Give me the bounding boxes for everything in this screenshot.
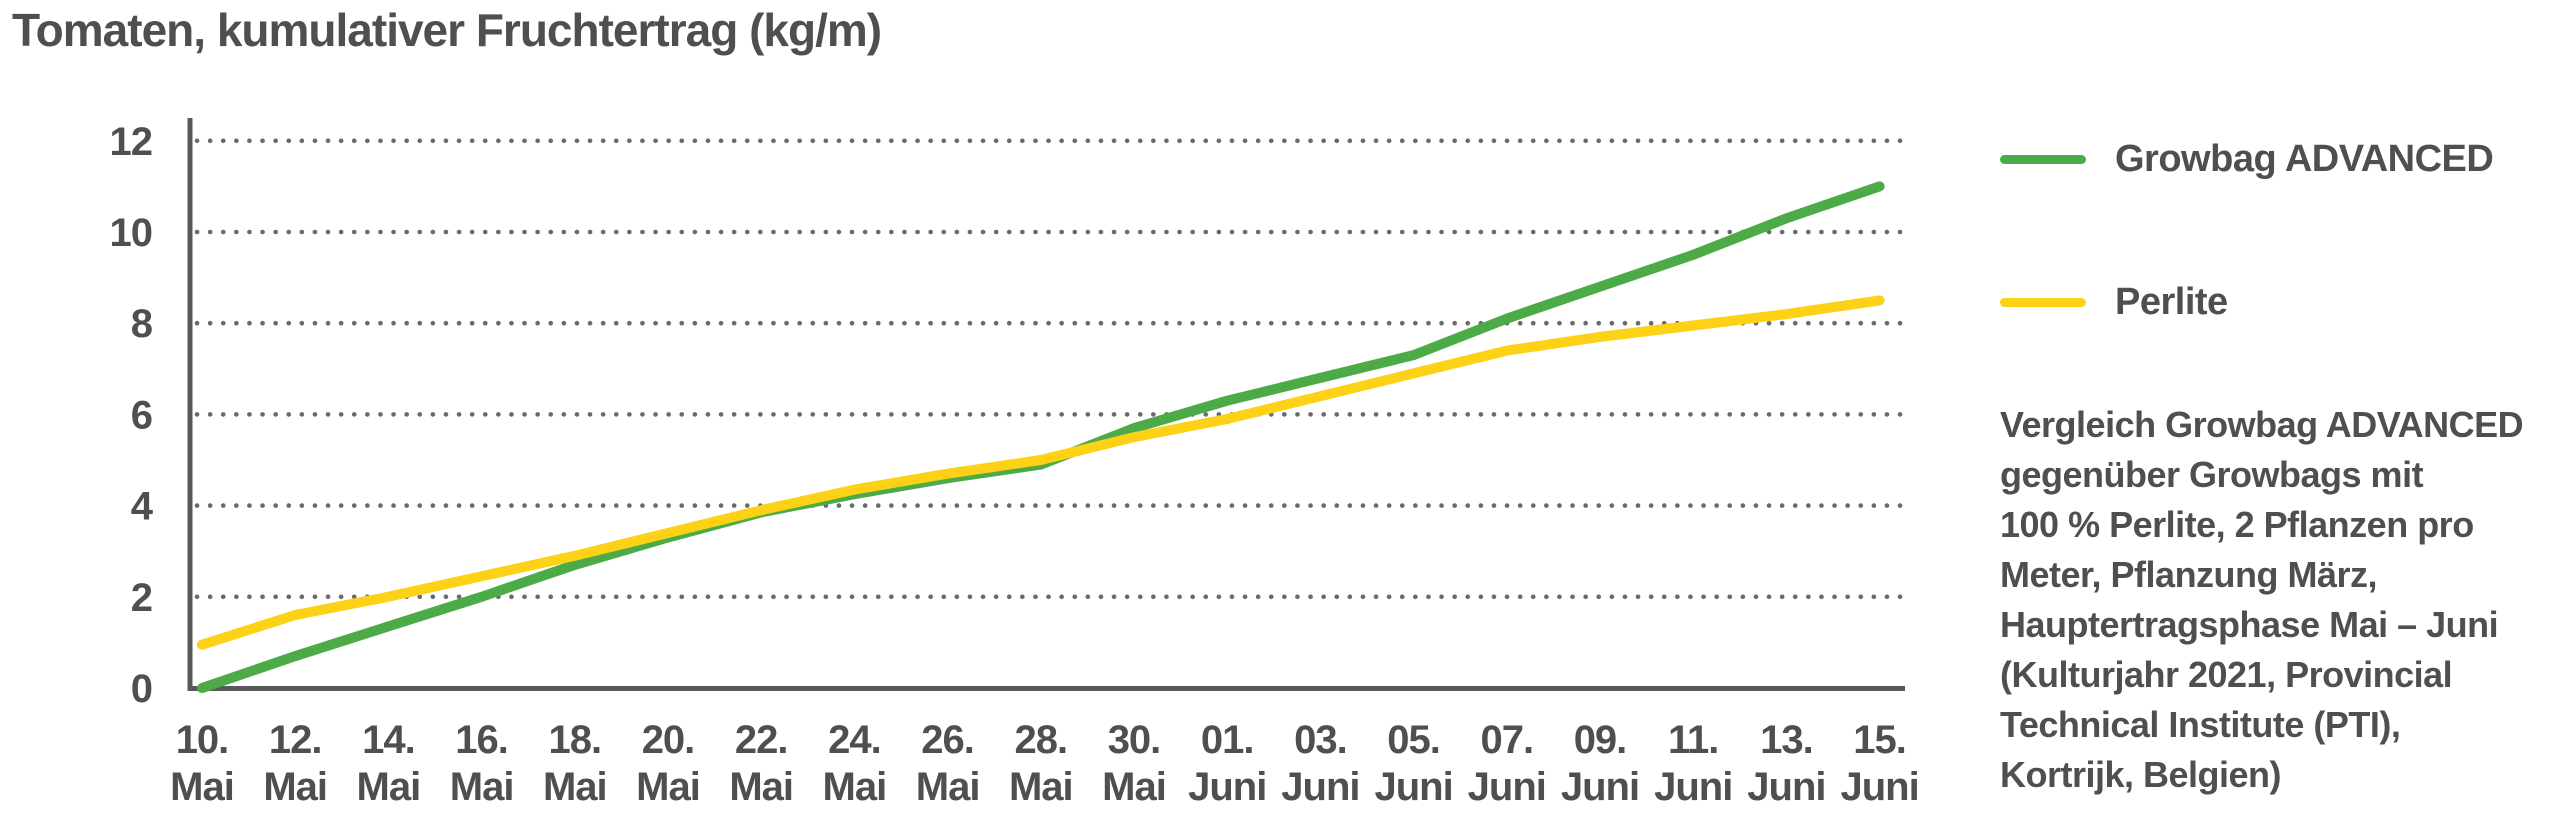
x-tick-label-day: 16. [455,718,508,762]
y-tick-label: 6 [131,393,152,437]
x-tick-label-month: Mai [170,765,234,809]
x-tick-label-day: 13. [1760,718,1813,762]
x-tick-label-month: Mai [263,765,327,809]
x-tick-label-month: Mai [1102,765,1166,809]
y-tick-label: 4 [131,485,154,529]
x-tick-label-month: Mai [729,765,793,809]
axes [187,118,1905,691]
x-tick-label-day: 11. [1668,718,1718,762]
x-tick-label-day: 05. [1387,718,1440,762]
x-tick-label-day: 12. [269,718,322,762]
legend-label-perlite: Perlite [2115,280,2228,323]
x-tick-label-day: 24. [828,718,881,762]
x-tick-label-month: Juni [1188,765,1266,809]
x-tick-label-month: Mai [357,765,421,809]
series-line-growbag-advanced [197,181,1885,693]
chart-title: Tomaten, kumulativer Fruchtertrag (kg/m) [12,4,882,56]
legend-swatch-growbag-advanced [2000,154,2086,164]
x-tick-label-month: Juni [1654,765,1732,809]
x-tick-label-month: Juni [1374,765,1452,809]
x-tick-label-month: Juni [1747,765,1825,809]
legend-swatch-perlite [2000,297,2086,307]
x-tick-label-day: 30. [1108,718,1161,762]
x-tick-label-day: 22. [735,718,788,762]
y-tick-label: 10 [110,211,153,255]
x-tick-label-month: Juni [1468,765,1546,809]
x-tick-label-month: Mai [823,765,887,809]
x-tick-label-day: 10. [176,718,229,762]
legend-item-perlite: Perlite [2000,280,2228,324]
x-tick-label-month: Mai [1009,765,1073,809]
legend-item-growbag-advanced: Growbag ADVANCED [2000,137,2494,181]
y-tick-label: 12 [110,120,153,164]
x-tick-label-month: Mai [543,765,607,809]
x-tick-label-day: 15. [1853,718,1906,762]
y-axis-labels: 0 2 4 6 8 10 12 [110,120,155,711]
chart-caption: Vergleich Growbag ADVANCED gegenüber Gro… [2000,404,2524,795]
x-axis-labels: 10.Mai12.Mai14.Mai16.Mai18.Mai20.Mai22.M… [170,718,1920,809]
x-tick-label-day: 09. [1574,718,1627,762]
x-tick-label-day: 18. [548,718,601,762]
x-tick-label-day: 03. [1294,718,1347,762]
x-tick-label-month: Juni [1281,765,1359,809]
x-tick-label-day: 28. [1014,718,1067,762]
x-tick-label-month: Mai [916,765,980,809]
x-tick-label-month: Mai [450,765,514,809]
x-tick-label-day: 07. [1480,718,1533,762]
y-tick-label: 0 [131,667,152,711]
x-tick-label-day: 14. [362,718,415,762]
x-tick-label-month: Mai [636,765,700,809]
x-tick-label-month: Juni [1840,765,1918,809]
x-tick-label-day: 20. [642,718,695,762]
y-tick-label: 8 [131,302,153,346]
y-tick-label: 2 [131,576,152,620]
series-line-perlite [197,295,1885,650]
legend-label-growbag-advanced: Growbag ADVANCED [2115,137,2494,180]
x-tick-label-month: Juni [1561,765,1639,809]
x-tick-label-day: 26. [921,718,974,762]
gridlines [194,138,1908,600]
x-tick-label-day: 01. [1201,718,1254,762]
